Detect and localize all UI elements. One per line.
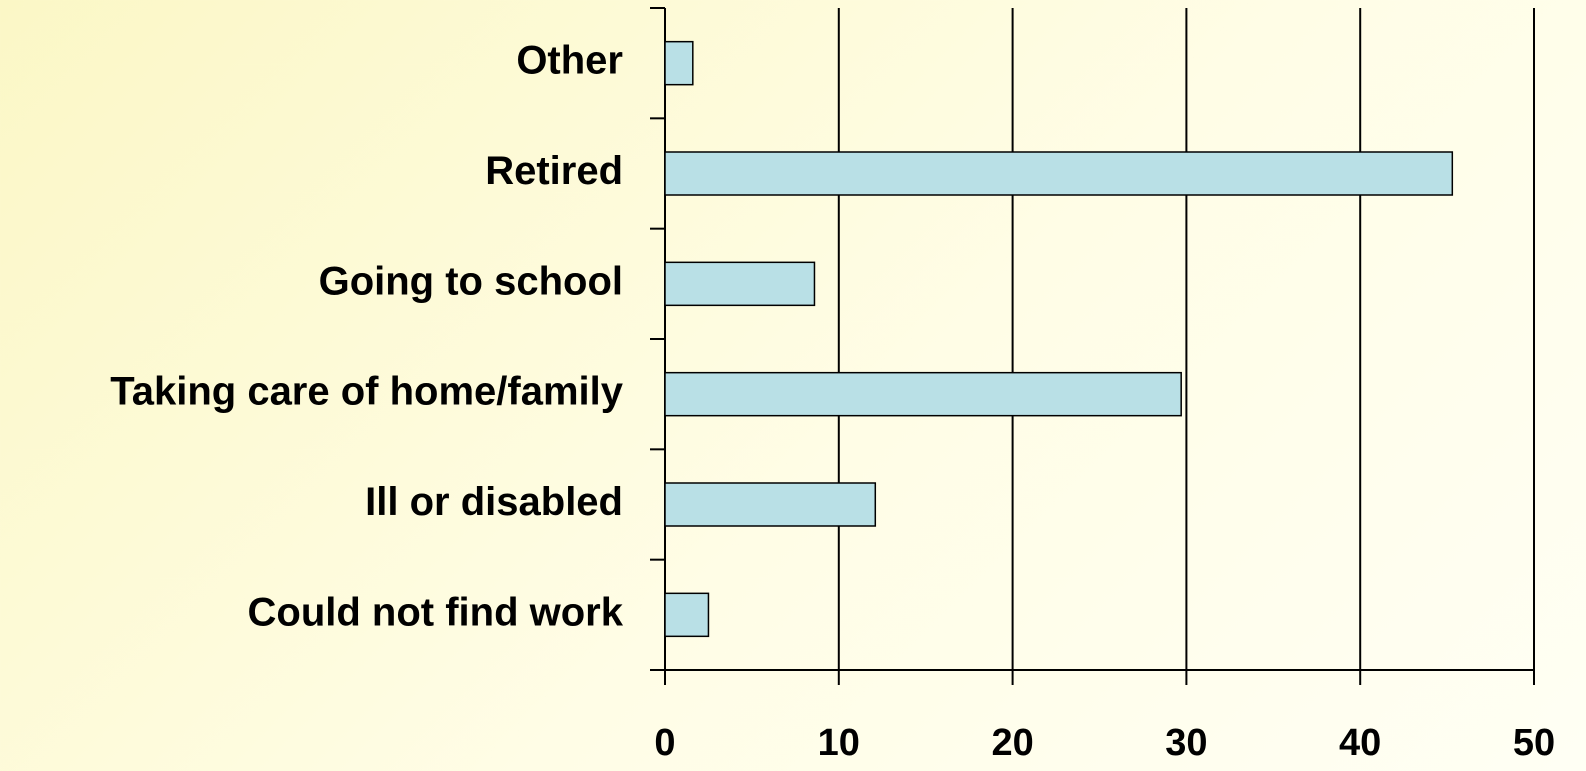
x-tick-label: 0 bbox=[654, 722, 675, 764]
bar bbox=[664, 151, 1454, 196]
x-tick-label: 20 bbox=[991, 722, 1033, 764]
bar bbox=[664, 371, 1182, 417]
bar bbox=[664, 261, 816, 307]
y-tick-label: Other bbox=[516, 39, 623, 83]
bar bbox=[664, 592, 710, 638]
y-tick-label: Ill or disabled bbox=[365, 480, 623, 524]
y-tick-label: Retired bbox=[485, 149, 623, 193]
x-tick-label: 30 bbox=[1165, 722, 1207, 764]
x-tick-label: 40 bbox=[1339, 722, 1381, 764]
bar bbox=[664, 482, 877, 527]
y-tick-label: Taking care of home/family bbox=[110, 370, 623, 414]
y-tick-label: Going to school bbox=[319, 259, 623, 303]
y-tick-label: Could not find work bbox=[248, 590, 624, 634]
x-tick-label: 50 bbox=[1513, 722, 1555, 764]
x-tick-label: 10 bbox=[818, 722, 860, 764]
bar bbox=[664, 40, 694, 86]
